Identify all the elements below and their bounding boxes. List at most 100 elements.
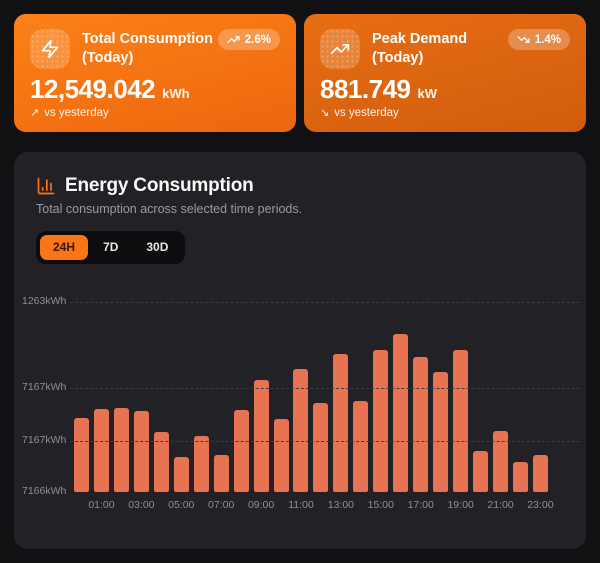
bar-slot: 03:00 xyxy=(128,411,155,511)
bar-slot: 19:00 xyxy=(447,350,474,511)
bar-01:00[interactable] xyxy=(93,409,109,492)
bar-slot xyxy=(351,401,370,492)
card-header: Total Consumption (Today) 2.6% xyxy=(30,29,280,69)
x-axis-label: 01:00 xyxy=(88,499,115,511)
chart-subtitle: Total consumption across selected time p… xyxy=(36,202,303,216)
bar-slot: 21:00 xyxy=(487,431,514,511)
bar-19:00[interactable] xyxy=(453,350,469,492)
card-title: Peak Demand (Today) xyxy=(372,31,468,67)
bar-slot: 11:00 xyxy=(288,369,314,511)
bar-slot xyxy=(192,436,211,492)
x-axis-label: 09:00 xyxy=(247,499,275,511)
card-header: Peak Demand (Today) 1.4% xyxy=(320,29,570,69)
total-consumption-card: Total Consumption (Today) 2.6% 12,549.04… xyxy=(14,14,296,132)
metric-value: 12,549.042 xyxy=(30,74,156,104)
bar-20:00[interactable] xyxy=(473,451,489,492)
bar-chart-icon xyxy=(36,176,56,196)
x-axis-label: 03:00 xyxy=(128,499,155,511)
x-axis-label: 13:00 xyxy=(327,499,355,511)
y-axis-label: 7167kWh xyxy=(22,434,67,446)
tab-30d[interactable]: 30D xyxy=(133,235,181,260)
x-axis-label: 17:00 xyxy=(407,499,434,511)
bar-slot: 23:00 xyxy=(527,455,554,511)
badge-value: 2.6% xyxy=(244,33,271,46)
bar-slot xyxy=(511,462,530,492)
zap-icon xyxy=(30,29,70,69)
chart-title: Energy Consumption xyxy=(65,175,254,196)
badge-value: 1.4% xyxy=(534,33,561,46)
bar-05:00[interactable] xyxy=(173,457,189,492)
x-axis-label: 23:00 xyxy=(527,499,554,511)
bar-slot xyxy=(431,372,450,492)
tab-7d[interactable]: 7D xyxy=(90,235,131,260)
y-axis-label: 7166kWh xyxy=(22,485,67,497)
bar-slot xyxy=(232,410,251,492)
bar-slot: 17:00 xyxy=(408,357,434,511)
y-axis-label: 1263kWh xyxy=(22,295,67,307)
x-axis-label: 21:00 xyxy=(487,499,514,511)
bar-chart: 01:00 03:00 05:00 07:00 09:00 11:00 13:00 15:00… xyxy=(22,290,580,515)
trending-up-icon xyxy=(227,33,240,46)
bar-slot xyxy=(152,432,171,492)
bar-23:00[interactable] xyxy=(532,455,548,492)
arrow-down-right-icon: ↘ xyxy=(320,106,330,119)
bar-slot: 13:00 xyxy=(328,354,354,511)
card-footer: ↗ vs yesterday xyxy=(30,107,280,119)
bar-slot xyxy=(272,419,291,492)
bar-slot: 07:00 xyxy=(208,455,234,511)
bar-10:00[interactable] xyxy=(273,419,289,492)
bar-slot xyxy=(72,418,91,492)
trend-badge: 2.6% xyxy=(217,29,280,50)
tab-24h[interactable]: 24H xyxy=(40,235,89,261)
bar-08:00[interactable] xyxy=(233,410,249,492)
footer-text: vs yesterday xyxy=(334,107,399,119)
bar-22:00[interactable] xyxy=(512,462,528,492)
bar-slot: 09:00 xyxy=(248,380,274,511)
bar-00:00[interactable] xyxy=(74,418,89,492)
bar-21:00[interactable] xyxy=(493,431,509,492)
bar-11:00[interactable] xyxy=(293,369,309,492)
metric-value: 881.749 xyxy=(320,74,411,104)
card-title: Total Consumption (Today) xyxy=(82,31,214,67)
bar-slot: 01:00 xyxy=(88,409,115,511)
time-range-tabs: 24H 7D 30D xyxy=(36,231,186,265)
bar-15:00[interactable] xyxy=(373,350,389,492)
bar-17:00[interactable] xyxy=(413,357,429,492)
bar-slot: 05:00 xyxy=(168,457,194,511)
arrow-up-right-icon: ↗ xyxy=(30,106,40,119)
x-axis-label: 15:00 xyxy=(367,499,394,511)
gridline xyxy=(70,302,580,303)
bar-04:00[interactable] xyxy=(153,432,169,492)
bar-02:00[interactable] xyxy=(113,408,129,492)
metric-value-row: 12,549.042 kWh xyxy=(30,74,280,105)
gridline xyxy=(70,441,580,442)
bar-09:00[interactable] xyxy=(253,380,269,492)
bar-14:00[interactable] xyxy=(353,401,369,492)
stats-row: Total Consumption (Today) 2.6% 12,549.04… xyxy=(14,14,586,132)
metric-unit: kW xyxy=(417,86,437,101)
trending-up-icon xyxy=(320,29,360,69)
bar-slot xyxy=(391,334,410,492)
bars: 01:00 03:00 05:00 07:00 09:00 11:00 13:00 15:00… xyxy=(72,292,554,511)
bar-18:00[interactable] xyxy=(433,372,449,492)
trending-down-icon xyxy=(517,33,530,46)
x-axis-label: 05:00 xyxy=(168,499,195,511)
chart-header: Energy Consumption xyxy=(36,175,254,197)
bar-03:00[interactable] xyxy=(133,411,149,492)
bar-slot: 15:00 xyxy=(368,350,394,511)
bar-07:00[interactable] xyxy=(213,455,229,492)
x-axis-label: 07:00 xyxy=(208,499,235,511)
bar-12:00[interactable] xyxy=(313,403,329,492)
bar-16:00[interactable] xyxy=(393,334,409,492)
gridline xyxy=(70,388,580,389)
energy-consumption-card: Energy Consumption Total consumption acr… xyxy=(14,152,586,549)
metric-value-row: 881.749 kW xyxy=(320,74,570,105)
peak-demand-card: Peak Demand (Today) 1.4% 881.749 kW ↘ vs… xyxy=(304,14,586,132)
bar-13:00[interactable] xyxy=(333,354,349,492)
card-footer: ↘ vs yesterday xyxy=(320,107,570,119)
y-axis-label: 7167kWh xyxy=(22,381,67,393)
bar-06:00[interactable] xyxy=(193,436,209,492)
footer-text: vs yesterday xyxy=(44,107,109,119)
x-axis-label: 19:00 xyxy=(447,499,474,511)
